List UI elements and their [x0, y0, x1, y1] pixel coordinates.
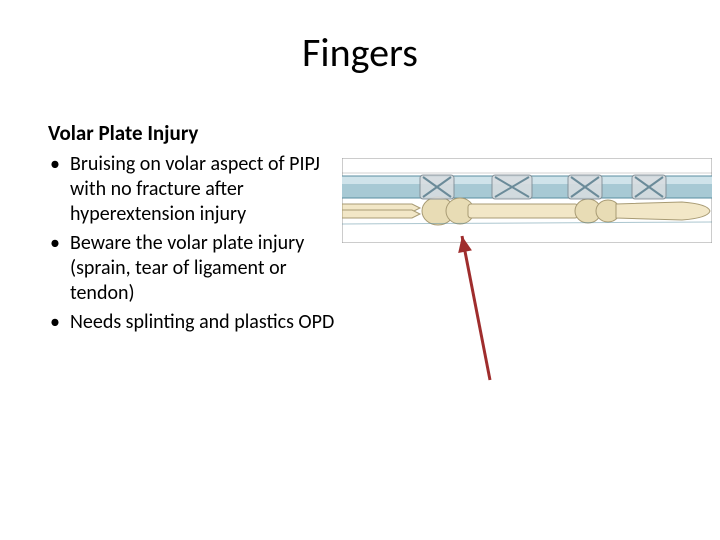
finger-anatomy-svg [342, 158, 712, 243]
list-item: Bruising on volar aspect of PIPJ with no… [48, 152, 338, 227]
anatomy-figure [342, 158, 712, 243]
bullet-text: Bruising on volar aspect of PIPJ with no… [70, 152, 320, 226]
list-item: Needs splinting and plastics OPD [48, 310, 338, 335]
slide: Fingers Volar Plate Injury Bruising on v… [0, 0, 720, 540]
bullet-list: Bruising on volar aspect of PIPJ with no… [48, 152, 338, 339]
bullet-text: Needs splinting and plastics OPD [70, 310, 334, 334]
section-subtitle: Volar Plate Injury [48, 120, 198, 146]
page-title: Fingers [0, 28, 720, 77]
list-item: Beware the volar plate injury (sprain, t… [48, 231, 338, 306]
bullet-text: Beware the volar plate injury (sprain, t… [70, 231, 304, 305]
